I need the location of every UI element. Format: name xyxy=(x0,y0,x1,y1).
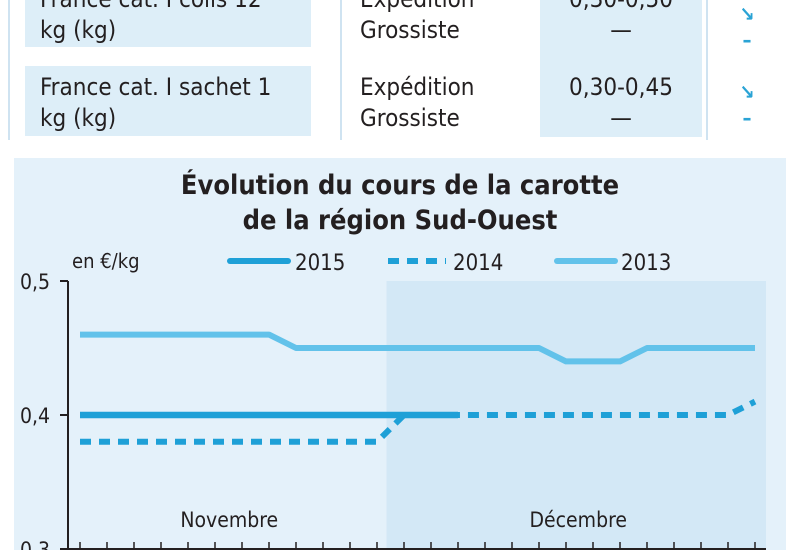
price-expedition: 0,30-0,50 xyxy=(540,0,702,15)
month-labels: Novembre Décembre xyxy=(180,508,627,532)
y-tick-label: 0,3 xyxy=(20,538,50,550)
legend-label-2013: 2013 xyxy=(621,251,671,276)
price-cell: 0,30-0,50 — xyxy=(540,0,702,46)
chart-title-line-2: de la région Sud-Ouest xyxy=(242,205,558,236)
chart-title-line-1: Évolution du cours de la carotte xyxy=(180,170,620,201)
month-label: Décembre xyxy=(529,508,627,532)
stable-dash-icon: – xyxy=(742,28,752,52)
y-ticks: 0,3 0,4 0,5 xyxy=(20,270,68,550)
product-cell: France cat. I colis 12 kg (kg) xyxy=(40,0,305,46)
product-name: France cat. I colis 12 xyxy=(40,0,305,15)
stable-dash-icon: – xyxy=(742,106,752,130)
table-divider xyxy=(8,0,10,140)
y-axis-label: en €/kg xyxy=(72,249,140,273)
series-lines xyxy=(80,331,757,445)
product-name: France cat. I sachet 1 xyxy=(40,73,272,101)
stage-cell: Expédition Grossiste xyxy=(360,0,530,46)
product-unit: kg (kg) xyxy=(40,104,117,132)
product-unit: kg (kg) xyxy=(40,16,117,44)
month-label: Novembre xyxy=(180,508,278,532)
price-table: France cat. I colis 12 kg (kg) Expéditio… xyxy=(0,0,800,140)
y-tick-label: 0,5 xyxy=(20,270,50,294)
row-band xyxy=(25,0,311,47)
price-column-band xyxy=(540,0,702,137)
stage-grossiste: Grossiste xyxy=(360,104,460,132)
down-right-arrow-icon: ↘ xyxy=(739,80,755,104)
trend-cell: ↘ – xyxy=(733,80,761,130)
stage-expedition: Expédition xyxy=(360,73,475,101)
legend-label-2015: 2015 xyxy=(295,251,345,276)
series-line-2014 xyxy=(80,398,757,445)
y-tick-label: 0,4 xyxy=(20,404,50,428)
stage-grossiste: Grossiste xyxy=(360,16,460,44)
product-cell: France cat. I sachet 1 kg (kg) xyxy=(40,72,305,134)
price-cell: 0,30-0,45 — xyxy=(540,72,702,134)
price-expedition: 0,30-0,45 xyxy=(569,73,673,101)
trend-cell: ↘ – xyxy=(733,2,761,52)
stage-cell: Expédition Grossiste xyxy=(360,72,530,134)
x-ticks xyxy=(68,542,766,550)
row-band xyxy=(25,66,311,136)
chart-legend: 2015 2014 2013 xyxy=(227,251,671,276)
legend-label-2014: 2014 xyxy=(453,251,503,276)
stage-expedition: Expédition xyxy=(360,0,530,15)
series-line-2013 xyxy=(80,331,755,365)
chart-title: Évolution du cours de la carotte de la r… xyxy=(0,168,800,238)
down-right-arrow-icon: ↘ xyxy=(739,2,755,26)
table-divider xyxy=(706,0,708,140)
price-grossiste: — xyxy=(610,104,632,132)
table-divider xyxy=(340,0,342,140)
price-grossiste: — xyxy=(610,16,632,44)
